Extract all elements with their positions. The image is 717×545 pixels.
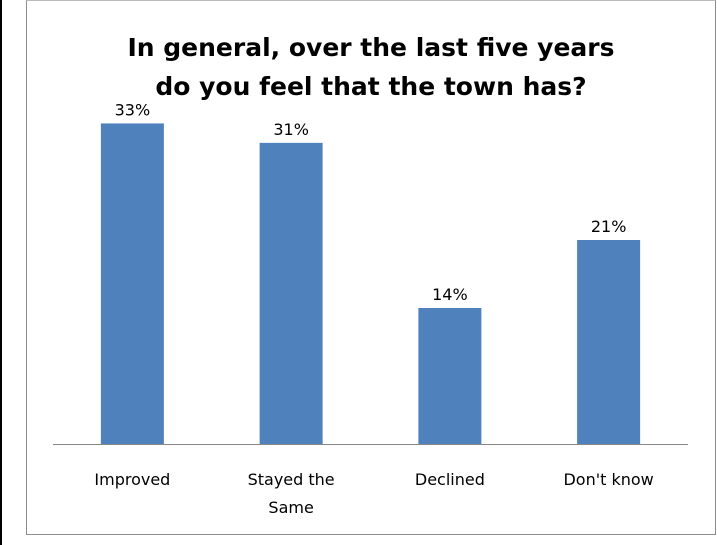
bars-group [100,123,641,444]
chart-title-line-1: In general, over the last five years [127,33,615,62]
bar-2 [418,308,482,444]
category-label-3: Don't know [563,470,653,489]
value-label-3: 21% [591,217,627,236]
page-left-border [0,0,2,545]
value-label-1: 31% [273,120,309,139]
value-label-0: 33% [115,100,151,119]
chart-title: In general, over the last five years do … [26,28,716,106]
category-labels-group: Improved Stayed the Same Declined Don't know [94,470,653,517]
bar-3 [577,240,641,444]
value-labels-group: 33% 31% 14% 21% [115,100,627,304]
category-label-0: Improved [94,470,170,489]
category-label-1: Stayed the Same [248,470,335,517]
value-label-2: 14% [432,285,468,304]
bar-0 [100,123,164,444]
chart-title-line-2: do you feel that the town has? [155,72,587,101]
bar-1 [259,142,323,444]
category-label-2: Declined [415,470,485,489]
